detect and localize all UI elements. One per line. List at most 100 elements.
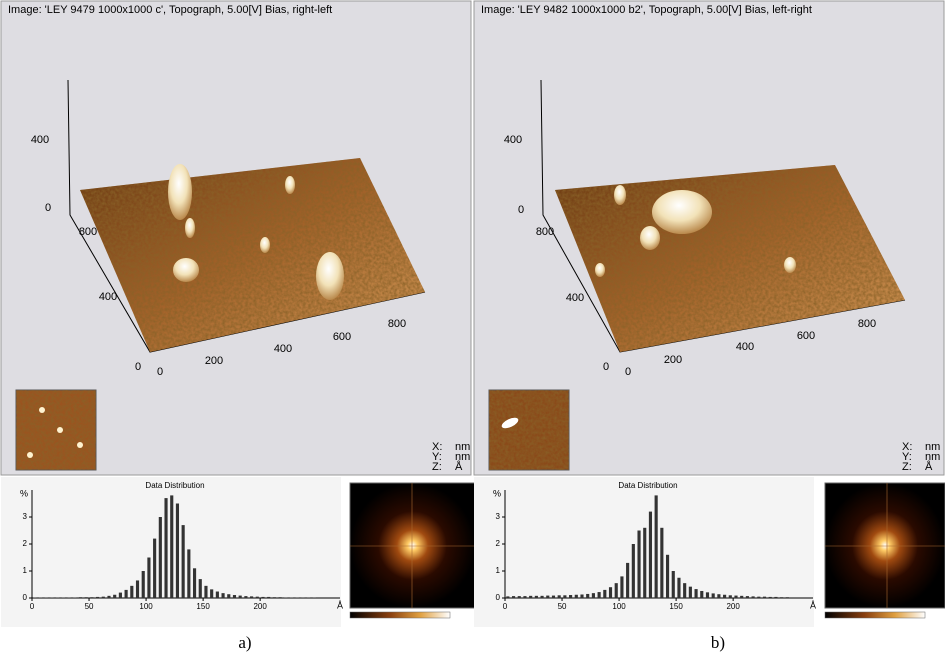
histogram-bar	[534, 595, 538, 598]
histogram-bar	[192, 568, 197, 598]
histogram-bar	[586, 593, 590, 598]
thumbnail-texture	[16, 390, 96, 470]
axis-label: 600	[333, 331, 351, 343]
histogram-bar	[688, 586, 692, 598]
readout-label: Z:	[902, 461, 912, 473]
histogram-bar	[597, 592, 601, 598]
axis-label: 400	[736, 341, 754, 353]
surface-peak	[595, 263, 605, 277]
histogram-bar	[557, 595, 561, 598]
histogram-title: Data Distribution	[145, 481, 204, 490]
histogram-bar	[130, 585, 134, 598]
histogram-bar	[785, 597, 789, 598]
histogram-bar	[170, 495, 174, 598]
histogram-bar	[523, 596, 527, 598]
readout-unit: Å	[925, 460, 933, 473]
histogram-bar	[705, 592, 710, 598]
histogram-bar	[540, 595, 544, 598]
axis-label: 0	[45, 202, 51, 214]
histogram-bar	[204, 585, 208, 598]
histogram-bar	[517, 596, 521, 598]
readout-label: Z:	[432, 461, 442, 473]
histogram-bar	[671, 571, 675, 598]
histogram-bar	[221, 593, 225, 598]
histogram-bar	[90, 597, 94, 598]
x-tick-label: 200	[253, 602, 267, 611]
histogram-bar	[232, 595, 237, 598]
axis-label: 200	[205, 355, 223, 367]
histogram-bar	[677, 577, 681, 598]
histogram-bar	[717, 594, 721, 598]
histogram-bar	[563, 595, 567, 598]
histogram-bar	[711, 593, 715, 598]
histogram-bar	[700, 590, 704, 598]
surface-texture	[555, 165, 905, 352]
y-unit: %	[20, 488, 28, 498]
surface-peak	[285, 176, 295, 194]
readout-unit: nm	[925, 451, 940, 463]
histogram-bar	[175, 503, 180, 598]
caption: b)	[711, 633, 725, 652]
histogram-bar	[683, 583, 687, 598]
histogram-bar	[278, 597, 282, 598]
readout-unit: nm	[455, 441, 470, 453]
histogram-bar	[751, 596, 755, 598]
histogram-bar	[745, 596, 749, 598]
x-tick-label: 50	[85, 602, 94, 611]
thumbnail-feature	[27, 452, 33, 458]
thumbnail-texture	[489, 390, 569, 470]
axis-label: 0	[157, 366, 163, 378]
thumbnail-feature	[57, 427, 63, 433]
histogram-bar	[757, 596, 761, 598]
x-tick-label: 100	[612, 602, 626, 611]
x-tick-label: 100	[139, 602, 153, 611]
axis-label: 0	[625, 366, 631, 378]
surface-peak	[614, 185, 626, 205]
axis-label: 400	[31, 134, 49, 146]
histogram-bar	[631, 544, 635, 598]
histogram-bar	[50, 597, 54, 598]
histogram-bar	[603, 589, 607, 598]
thumbnail-feature	[77, 442, 83, 448]
axis-label: 0	[603, 361, 609, 373]
histogram-title: Data Distribution	[618, 481, 677, 490]
histogram-bar	[768, 596, 772, 598]
histogram-bar	[158, 517, 162, 598]
histogram-bar	[141, 571, 145, 598]
readout-unit: nm	[925, 441, 940, 453]
histogram-bar	[608, 587, 613, 598]
colorbar	[349, 611, 451, 619]
histogram-bar	[244, 596, 248, 598]
axis-label: 600	[797, 330, 815, 342]
histogram-bar	[614, 583, 618, 598]
x-tick-label: 200	[726, 602, 740, 611]
axis-label: 800	[79, 226, 97, 238]
histogram-bar	[44, 597, 48, 598]
surface-peak	[173, 258, 199, 282]
y-unit: %	[493, 488, 501, 498]
histogram-bar	[551, 595, 556, 598]
x-tick-label: 150	[669, 602, 683, 611]
surface-peak	[260, 237, 270, 253]
histogram-bar	[164, 498, 168, 598]
histogram-bar	[665, 554, 670, 598]
histogram-bar	[181, 525, 185, 598]
axis-label: 400	[274, 343, 292, 355]
histogram-bar	[511, 596, 516, 598]
histogram-bar	[289, 597, 294, 598]
histogram-bar	[272, 597, 276, 598]
axis-label: 400	[566, 292, 584, 304]
histogram-bar	[135, 580, 140, 598]
axis-label: 800	[388, 318, 406, 330]
surface-peak	[185, 218, 195, 238]
histogram-bar	[694, 589, 698, 598]
x-tick-label: 50	[558, 602, 567, 611]
image-title: Image: 'LEY 9479 1000x1000 c', Topograph…	[8, 4, 332, 16]
histogram-bar	[210, 589, 214, 598]
histogram-bar	[580, 594, 584, 598]
histogram-bar	[67, 597, 71, 598]
histogram-bar	[255, 596, 259, 598]
readout-label: X:	[902, 441, 912, 453]
image-title: Image: 'LEY 9482 1000x1000 b2', Topograp…	[481, 4, 812, 16]
